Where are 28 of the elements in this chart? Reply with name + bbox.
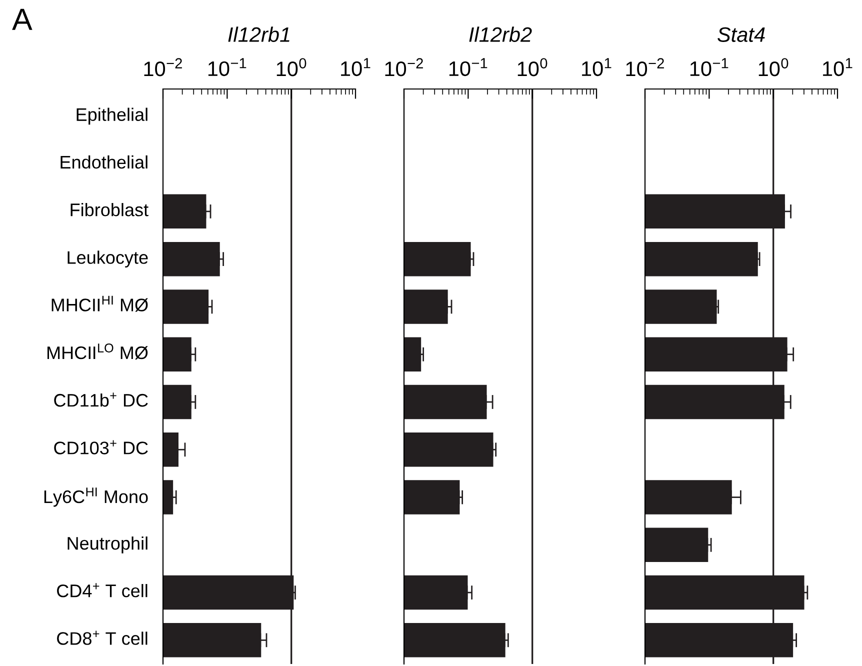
y-tick-label: Ly6C$^{HI}$ Mono <box>44 488 148 507</box>
chart-title: Il12rb2 <box>469 26 532 42</box>
x-tick-label: 10$^{1}$ <box>341 58 370 76</box>
x-tick-label: 10$^{0}$ <box>518 58 548 76</box>
x-tick-label: 10$^{−1}$ <box>208 58 246 76</box>
y-tick-label: MHCII$^{LO}$ MØ <box>47 343 148 360</box>
x-tick-label: 10$^{−2}$ <box>385 58 423 76</box>
text: A <box>12 8 32 30</box>
x-tick-label: 10$^{0}$ <box>276 58 306 76</box>
chart-title: Il12rb1 <box>228 26 290 42</box>
chart-title: Stat4 <box>718 27 765 42</box>
x-tick-label: 10$^{1}$ <box>823 58 852 76</box>
y-tick-label: CD11b$^{+}$ DC <box>54 392 148 407</box>
x-tick-label: 10$^{−2}$ <box>626 58 664 76</box>
x-tick-label: 10$^{−1}$ <box>690 58 728 76</box>
x-tick-label: 10$^{−2}$ <box>144 58 182 76</box>
y-tick-label: CD103$^{+}$ DC <box>54 440 148 454</box>
y-tick-label: Leukocyte <box>68 250 148 268</box>
y-tick-label: Neutrophil <box>68 536 148 554</box>
y-tick-label: Epithelial <box>76 108 148 125</box>
y-tick-label: CD8$^{+}$ T cell <box>57 630 148 645</box>
y-tick-label: MHCII$^{HI}$ MØ <box>52 296 148 312</box>
x-tick-label: 10$^{1}$ <box>582 58 612 76</box>
y-tick-label: CD4$^{+}$ T cell <box>57 583 148 598</box>
y-tick-label: Endothelial <box>60 155 148 169</box>
y-tick-label: Fibroblast <box>70 203 148 216</box>
x-tick-label: 10$^{0}$ <box>758 58 788 76</box>
x-tick-label: 10$^{−1}$ <box>449 58 488 76</box>
